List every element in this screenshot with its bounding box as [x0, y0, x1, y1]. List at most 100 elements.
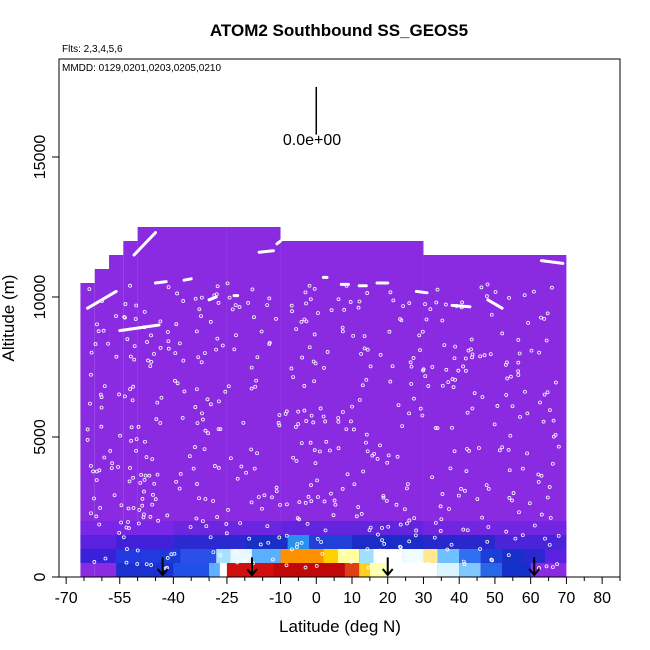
- track-point: [247, 536, 252, 541]
- track-point: [450, 425, 454, 430]
- track-point: [193, 296, 198, 301]
- track-point: [265, 303, 270, 308]
- field-cell: [273, 563, 345, 577]
- track-point: [525, 411, 530, 416]
- track-point: [398, 545, 403, 550]
- track-point: [329, 308, 334, 313]
- track-point: [180, 415, 185, 420]
- track-point: [520, 533, 525, 538]
- field-cell: [480, 549, 503, 563]
- track-point: [203, 351, 207, 356]
- track-point: [407, 411, 411, 416]
- track-point: [283, 411, 288, 416]
- arrow-head: [246, 568, 258, 577]
- track-point: [384, 499, 389, 503]
- track-point: [197, 496, 201, 501]
- track-point: [144, 562, 149, 567]
- track-point: [469, 337, 474, 342]
- track-point: [126, 506, 131, 511]
- track-point: [516, 338, 521, 342]
- track-point: [202, 447, 207, 452]
- track-point: [314, 564, 319, 568]
- track-point: [485, 539, 490, 544]
- track-point: [129, 438, 133, 443]
- track-point: [302, 408, 307, 413]
- track-point: [249, 500, 254, 505]
- field-cell: [280, 521, 424, 535]
- track-point: [250, 287, 255, 292]
- field-column: [109, 255, 124, 577]
- track-point: [220, 343, 225, 348]
- track-point: [123, 302, 128, 306]
- track-point: [214, 292, 219, 297]
- track-point: [349, 559, 354, 564]
- track-point: [365, 347, 370, 352]
- track-point: [208, 402, 213, 407]
- track-point: [405, 521, 409, 526]
- track-point: [145, 340, 149, 344]
- track-point: [307, 345, 312, 350]
- track-point: [344, 283, 349, 288]
- track-point: [504, 529, 509, 534]
- track-point: [218, 427, 223, 432]
- track-point: [488, 352, 493, 357]
- track-point: [98, 392, 103, 397]
- track-point: [440, 383, 445, 388]
- flights-annotation: Flts: 2,3,4,5,6: [62, 44, 123, 55]
- track-point: [124, 560, 129, 565]
- track-point: [364, 440, 368, 445]
- track-point: [324, 439, 329, 444]
- track-point: [544, 338, 549, 343]
- x-tick-label: 0: [312, 590, 321, 607]
- track-point: [401, 304, 406, 309]
- track-point: [463, 368, 468, 373]
- track-point: [122, 315, 127, 319]
- track-point: [516, 373, 521, 377]
- track-point: [249, 447, 254, 452]
- track-point: [143, 439, 147, 444]
- track-point: [309, 499, 314, 504]
- track-point: [199, 360, 204, 365]
- track-point: [418, 348, 422, 353]
- track-point: [417, 333, 422, 338]
- track-point: [130, 398, 135, 403]
- track-point: [388, 379, 393, 384]
- track-point: [418, 406, 423, 411]
- track-point: [88, 401, 92, 406]
- track-point: [412, 516, 417, 520]
- track-point: [480, 515, 485, 520]
- track-point: [148, 364, 153, 369]
- track-point: [126, 520, 130, 524]
- track-segment: [257, 249, 275, 254]
- track-point: [348, 300, 353, 304]
- track-point: [452, 449, 457, 454]
- track-point: [408, 360, 413, 365]
- track-point: [435, 426, 440, 430]
- track-point: [376, 532, 380, 537]
- track-point: [95, 322, 99, 327]
- track-point: [259, 329, 264, 334]
- track-point: [284, 563, 289, 568]
- track-point: [539, 473, 544, 478]
- track-point: [323, 419, 328, 424]
- track-point: [92, 496, 96, 501]
- track-point: [424, 317, 429, 322]
- track-point: [423, 302, 427, 307]
- y-axis-label: Altitude (m): [0, 275, 18, 362]
- track-point: [93, 342, 98, 346]
- track-point: [201, 417, 205, 422]
- track-point: [274, 485, 279, 490]
- track-point: [203, 428, 208, 433]
- field-column: [80, 283, 95, 577]
- track-point: [478, 354, 483, 359]
- track-point: [181, 299, 186, 303]
- x-tick-label: 70: [558, 590, 576, 607]
- track-point: [380, 525, 384, 530]
- track-point: [412, 396, 416, 401]
- track-point: [518, 414, 522, 419]
- track-point: [303, 501, 308, 505]
- track-point: [277, 413, 282, 417]
- field-cell: [280, 549, 324, 563]
- track-point: [304, 319, 309, 324]
- track-point: [307, 283, 312, 288]
